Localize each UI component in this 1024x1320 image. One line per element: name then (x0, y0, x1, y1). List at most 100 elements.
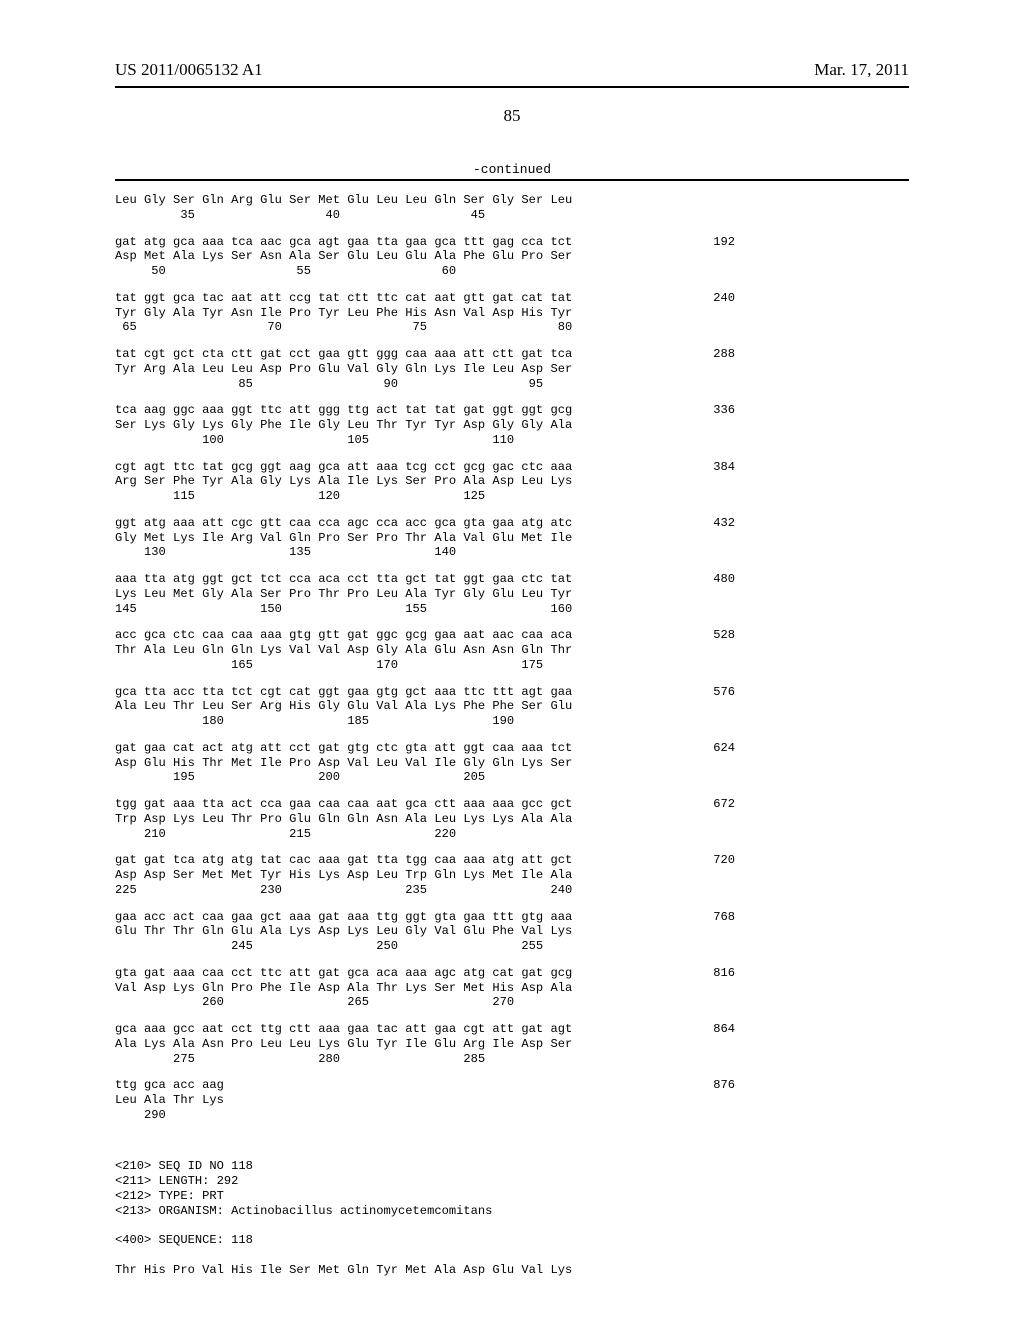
sequence-row: Tyr Gly Ala Tyr Asn Ile Pro Tyr Leu Phe … (115, 306, 735, 321)
sequence-row: Val Asp Lys Gln Pro Phe Ile Asp Ala Thr … (115, 981, 735, 996)
sequence-row: Leu Ala Thr Lys (115, 1093, 735, 1108)
position-line: 195 200 205 (115, 770, 909, 785)
sequence-row: Thr Ala Leu Gln Gln Lys Val Val Asp Gly … (115, 643, 735, 658)
page-number: 85 (115, 106, 909, 126)
sequence-row: gaa acc act caa gaa gct aaa gat aaa ttg … (115, 910, 735, 925)
bp-count: 876 (675, 1078, 735, 1093)
sequence-row: tca aag ggc aaa ggt ttc att ggg ttg act … (115, 403, 735, 418)
sequence-top-rule (115, 179, 909, 181)
bp-count: 288 (675, 347, 735, 362)
patent-page: US 2011/0065132 A1 Mar. 17, 2011 85 -con… (0, 0, 1024, 1320)
nucleotide-line: gat gat tca atg atg tat cac aaa gat tta … (115, 853, 572, 868)
position-line: 100 105 110 (115, 433, 909, 448)
protein-line: Ser Lys Gly Lys Gly Phe Ile Gly Leu Thr … (115, 418, 572, 433)
position-line: 225 230 235 240 (115, 883, 909, 898)
seq-length-line: <211> LENGTH: 292 (115, 1174, 238, 1188)
protein-line: Ala Lys Ala Asn Pro Leu Leu Lys Glu Tyr … (115, 1037, 572, 1052)
protein-line: Glu Thr Thr Gln Glu Ala Lys Asp Lys Leu … (115, 924, 572, 939)
sequence-row: cgt agt ttc tat gcg ggt aag gca att aaa … (115, 460, 735, 475)
position-line: 85 90 95 (115, 377, 909, 392)
position-line: 260 265 270 (115, 995, 909, 1010)
sequence-row: gat gaa cat act atg att cct gat gtg ctc … (115, 741, 735, 756)
position-line: 180 185 190 (115, 714, 909, 729)
bp-count: 432 (675, 516, 735, 531)
position-line: 275 280 285 (115, 1052, 909, 1067)
bp-count: 768 (675, 910, 735, 925)
sequence-row: Trp Asp Lys Leu Thr Pro Glu Gln Gln Asn … (115, 812, 735, 827)
nucleotide-line: tat ggt gca tac aat att ccg tat ctt ttc … (115, 291, 572, 306)
protein-line: Gly Met Lys Ile Arg Val Gln Pro Ser Pro … (115, 531, 572, 546)
sequence-row: ggt atg aaa att cgc gtt caa cca agc cca … (115, 516, 735, 531)
bp-count: 528 (675, 628, 735, 643)
protein-line: Ala Leu Thr Leu Ser Arg His Gly Glu Val … (115, 699, 572, 714)
sequence-row: Ala Lys Ala Asn Pro Leu Leu Lys Glu Tyr … (115, 1037, 735, 1052)
bp-count: 576 (675, 685, 735, 700)
sequence-row: gta gat aaa caa cct ttc att gat gca aca … (115, 966, 735, 981)
sequence-row: Lys Leu Met Gly Ala Ser Pro Thr Pro Leu … (115, 587, 735, 602)
sequence-row: gca tta acc tta tct cgt cat ggt gaa gtg … (115, 685, 735, 700)
protein-line: Trp Asp Lys Leu Thr Pro Glu Gln Gln Asn … (115, 812, 572, 827)
sequence-row: Arg Ser Phe Tyr Ala Gly Lys Ala Ile Lys … (115, 474, 735, 489)
nucleotide-line: aaa tta atg ggt gct tct cca aca cct tta … (115, 572, 572, 587)
sequence-row: ttg gca acc aag876 (115, 1078, 735, 1093)
bp-count: 192 (675, 235, 735, 250)
bp-count: 720 (675, 853, 735, 868)
seq-protein-start: Thr His Pro Val His Ile Ser Met Gln Tyr … (115, 1263, 572, 1277)
sequence-listing: Leu Gly Ser Gln Arg Glu Ser Met Glu Leu … (115, 193, 909, 1123)
bp-count: 624 (675, 741, 735, 756)
publication-number: US 2011/0065132 A1 (115, 60, 263, 80)
sequence-metadata: <210> SEQ ID NO 118 <211> LENGTH: 292 <2… (115, 1145, 909, 1278)
protein-line: Arg Ser Phe Tyr Ala Gly Lys Ala Ile Lys … (115, 474, 572, 489)
nucleotide-line: gat gaa cat act atg att cct gat gtg ctc … (115, 741, 572, 756)
protein-line: Thr Ala Leu Gln Gln Lys Val Val Asp Gly … (115, 643, 572, 658)
bp-count: 816 (675, 966, 735, 981)
sequence-row: Tyr Arg Ala Leu Leu Asp Pro Glu Val Gly … (115, 362, 735, 377)
sequence-row: Ser Lys Gly Lys Gly Phe Ile Gly Leu Thr … (115, 418, 735, 433)
sequence-row: gat atg gca aaa tca aac gca agt gaa tta … (115, 235, 735, 250)
position-line: 50 55 60 (115, 264, 909, 279)
seq-organism-line: <213> ORGANISM: Actinobacillus actinomyc… (115, 1204, 492, 1218)
position-line: 130 135 140 (115, 545, 909, 560)
position-line: 115 120 125 (115, 489, 909, 504)
sequence-row: aaa tta atg ggt gct tct cca aca cct tta … (115, 572, 735, 587)
sequence-row: Asp Met Ala Lys Ser Asn Ala Ser Glu Leu … (115, 249, 735, 264)
bp-count: 480 (675, 572, 735, 587)
protein-line: Leu Ala Thr Lys (115, 1093, 224, 1108)
position-line: 65 70 75 80 (115, 320, 909, 335)
position-line: 35 40 45 (115, 208, 909, 223)
sequence-row: Glu Thr Thr Gln Glu Ala Lys Asp Lys Leu … (115, 924, 735, 939)
sequence-row: gca aaa gcc aat cct ttg ctt aaa gaa tac … (115, 1022, 735, 1037)
seq-id-line: <210> SEQ ID NO 118 (115, 1159, 253, 1173)
position-line: 165 170 175 (115, 658, 909, 673)
sequence-row: tat cgt gct cta ctt gat cct gaa gtt ggg … (115, 347, 735, 362)
protein-line: Lys Leu Met Gly Ala Ser Pro Thr Pro Leu … (115, 587, 572, 602)
seq-type-line: <212> TYPE: PRT (115, 1189, 224, 1203)
continued-label: -continued (115, 162, 909, 177)
position-line: 210 215 220 (115, 827, 909, 842)
page-header: US 2011/0065132 A1 Mar. 17, 2011 (115, 60, 909, 80)
bp-count: 672 (675, 797, 735, 812)
nucleotide-line: gca tta acc tta tct cgt cat ggt gaa gtg … (115, 685, 572, 700)
sequence-row: Ala Leu Thr Leu Ser Arg His Gly Glu Val … (115, 699, 735, 714)
protein-line: Leu Gly Ser Gln Arg Glu Ser Met Glu Leu … (115, 193, 572, 208)
position-line: 145 150 155 160 (115, 602, 909, 617)
sequence-row: Gly Met Lys Ile Arg Val Gln Pro Ser Pro … (115, 531, 735, 546)
sequence-row: tat ggt gca tac aat att ccg tat ctt ttc … (115, 291, 735, 306)
sequence-row: Leu Gly Ser Gln Arg Glu Ser Met Glu Leu … (115, 193, 735, 208)
nucleotide-line: gaa acc act caa gaa gct aaa gat aaa ttg … (115, 910, 572, 925)
nucleotide-line: gta gat aaa caa cct ttc att gat gca aca … (115, 966, 572, 981)
nucleotide-line: tat cgt gct cta ctt gat cct gaa gtt ggg … (115, 347, 572, 362)
nucleotide-line: gat atg gca aaa tca aac gca agt gaa tta … (115, 235, 572, 250)
protein-line: Asp Asp Ser Met Met Tyr His Lys Asp Leu … (115, 868, 572, 883)
nucleotide-line: acc gca ctc caa caa aaa gtg gtt gat ggc … (115, 628, 572, 643)
protein-line: Tyr Arg Ala Leu Leu Asp Pro Glu Val Gly … (115, 362, 572, 377)
header-rule (115, 86, 909, 88)
sequence-row: Asp Asp Ser Met Met Tyr His Lys Asp Leu … (115, 868, 735, 883)
protein-line: Tyr Gly Ala Tyr Asn Ile Pro Tyr Leu Phe … (115, 306, 572, 321)
nucleotide-line: tca aag ggc aaa ggt ttc att ggg ttg act … (115, 403, 572, 418)
seq-sequence-line: <400> SEQUENCE: 118 (115, 1233, 253, 1247)
bp-count: 240 (675, 291, 735, 306)
protein-line: Asp Met Ala Lys Ser Asn Ala Ser Glu Leu … (115, 249, 572, 264)
publication-date: Mar. 17, 2011 (814, 60, 909, 80)
protein-line: Val Asp Lys Gln Pro Phe Ile Asp Ala Thr … (115, 981, 572, 996)
